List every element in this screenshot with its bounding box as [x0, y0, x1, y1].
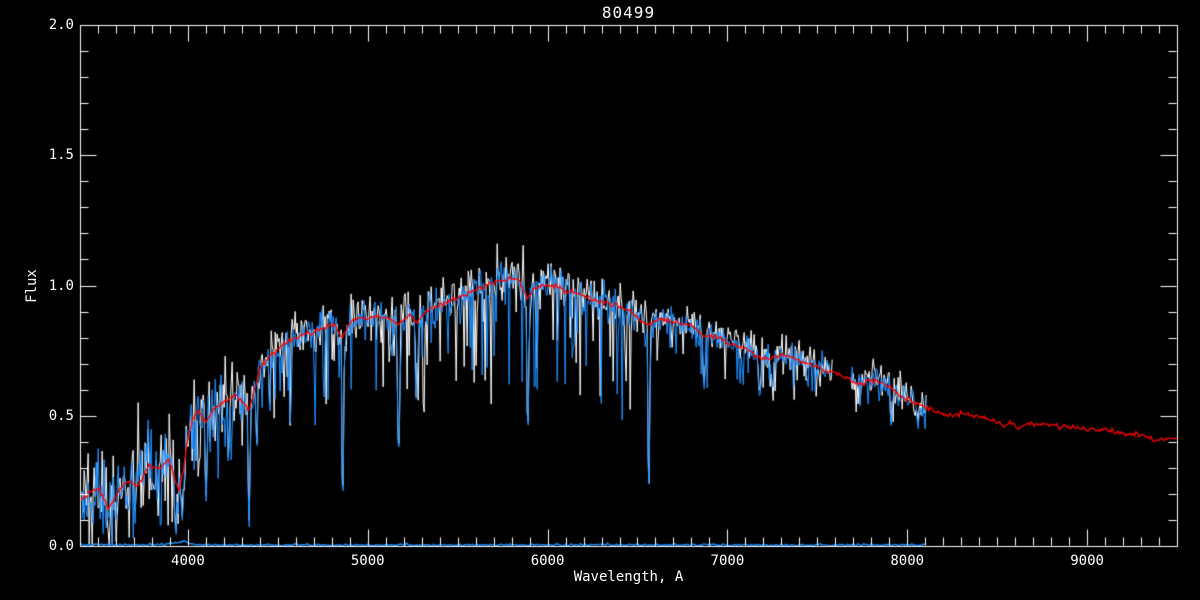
y-tick-label: 0.5 — [48, 407, 74, 424]
x-axis-label: Wavelength, A — [573, 569, 684, 585]
x-tick-label: 9000 — [1070, 553, 1104, 569]
y-tick-label: 0.0 — [48, 538, 74, 554]
x-tick-label: 5000 — [350, 553, 385, 569]
x-tick-label: 7000 — [710, 553, 745, 569]
y-tick-label: 1.0 — [48, 277, 74, 294]
x-tick-label: 4000 — [171, 553, 205, 569]
y-tick-label: 1.5 — [48, 147, 74, 164]
x-tick-label: 8000 — [890, 553, 925, 569]
x-tick-label: 6000 — [530, 553, 565, 569]
y-tick-label: 2.0 — [48, 17, 74, 33]
plot-title: 80499 — [601, 3, 656, 22]
